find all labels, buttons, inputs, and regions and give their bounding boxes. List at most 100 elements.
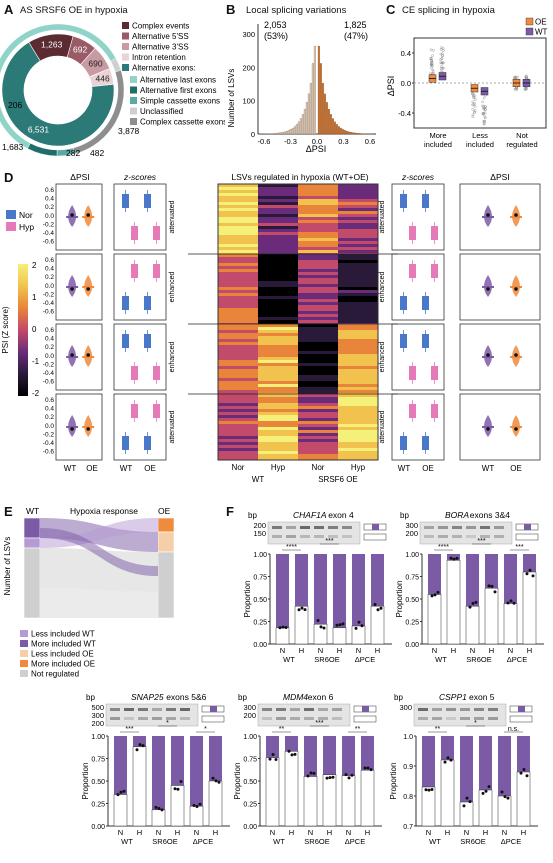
heatmap-cell [258,263,298,266]
tick-label: 0.75 [243,757,257,764]
gel-band [480,526,490,529]
heatmap-cell [218,454,258,457]
gel-band [438,526,448,529]
violin-median [70,213,74,217]
outlier-point [481,104,485,108]
mini-x-label: WT [120,464,133,473]
violin-median [86,213,90,217]
heatmap-cell [298,445,338,448]
heatmap-cell [258,412,298,415]
bar-bottom [151,809,166,827]
bar-bottom [421,786,436,827]
replicate-point [490,584,494,588]
group-label: SR6OE [314,655,339,664]
heatmap-group-label: SRSF6 OE [318,475,358,484]
bar-top [361,736,374,771]
replicate-point [366,766,370,770]
gel-band [446,708,456,711]
replicate-point [173,787,177,791]
heatmap-cell [258,433,298,436]
outlier-point [429,63,433,66]
heatmap-cell [338,354,378,357]
legend-swatch [122,53,129,61]
group-label: ΔPCE [355,655,375,664]
heatmap-cell [258,196,298,199]
donut-outer-label: 692 [73,45,87,55]
heatmap-cell [298,384,338,387]
heatmap-cell [298,202,338,205]
heatmap-cell [218,339,258,342]
bar-bottom [284,751,299,827]
heatmap-cell [218,281,258,284]
replicate-point [487,785,491,789]
heatmap-cell [338,406,378,409]
dpsi-tick: -0.4 [43,440,55,447]
heatmap-cell [218,299,258,302]
f-ylabel: Proportion [243,581,252,618]
bp-label: bp [248,511,257,520]
heatmap-cell [258,333,298,336]
outlier-point [515,88,519,91]
bar-top [323,736,336,775]
panel-letter-c: C [386,2,396,17]
heatmap-cell [298,381,338,384]
heatmap-cell [258,314,298,317]
condition-label: H [375,646,380,655]
replicate-point [322,626,326,630]
heatmap-cell [218,308,258,311]
histogram-bar [277,132,280,135]
legend-label: Simple cassette exons [140,97,220,106]
histogram-bar [325,102,328,135]
group-label-right: enhanced [379,272,386,303]
gel-band [480,535,490,538]
histogram-bar [297,121,300,135]
legend-swatch [122,32,129,40]
replicate-point [328,776,332,780]
heatmap-cell [338,366,378,369]
dpsi-tick: 0.4 [45,336,54,343]
replicate-point [506,796,510,800]
heatmap-cell [218,360,258,363]
violin-median [514,213,518,217]
gel-band [432,717,442,720]
replicate-point [341,622,345,626]
panel-letter-f: F [226,504,234,519]
legend-label: Alternative first exons [140,86,216,95]
heatmap-cell [338,263,378,266]
mini-plot-frame [459,393,541,461]
violin-median [514,353,518,357]
legend-swatch [122,22,129,29]
heatmap-cell [298,308,338,311]
heatmap-cell [298,400,338,403]
heatmap-cell [258,281,298,284]
mini-plot-frame [391,183,445,251]
heatmap-cell [298,229,338,232]
replicate-point [350,773,354,777]
replicate-point [335,623,339,627]
alluvial-flow [40,528,158,576]
bar-top [371,554,384,607]
gel-band [466,526,476,529]
heatmap-cell [218,257,258,260]
outlier-point [440,57,444,60]
heatmap-cell [298,193,338,196]
dpsi-title-left: ΔPSI [70,172,89,182]
heatmap-cell [298,454,338,457]
heatmap-cell [258,427,298,430]
dpsi-tick: -0.2 [43,431,55,438]
sig-label: * [204,726,207,733]
gel-band [290,717,300,720]
replicate-point [363,766,367,770]
heatmap-cell [218,226,258,229]
gel-band [332,708,342,711]
tick-label: 0.75 [91,757,105,764]
gel-band [328,526,338,529]
isoform-exon [210,706,217,712]
heatmap-cell [258,247,298,250]
gel-band [138,708,148,711]
panel-b-ylabel: Number of LSVs [227,69,236,128]
heatmap-cell [218,439,258,442]
panel-letter-b: B [226,2,236,17]
heatmap-cell [218,436,258,439]
